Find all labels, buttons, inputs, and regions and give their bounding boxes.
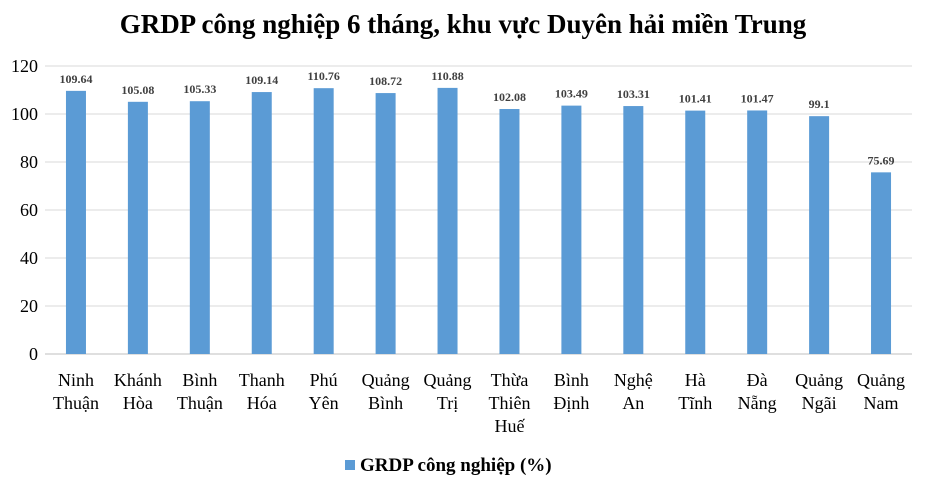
data-label: 103.49	[555, 87, 588, 101]
x-tick-label-line: Quảng	[795, 370, 843, 390]
x-tick-label-line: Trị	[437, 393, 458, 413]
x-tick-label-line: Định	[553, 393, 589, 413]
data-label: 99.1	[809, 97, 830, 111]
x-tick-label-line: Hà	[685, 370, 706, 390]
x-tick-label-line: Bình	[368, 393, 403, 413]
x-tick-label: Phú Yên	[309, 370, 339, 413]
y-tick-label: 40	[20, 248, 38, 268]
x-tick-label: Nghệ An	[614, 370, 653, 413]
data-label: 109.14	[245, 73, 278, 87]
x-tick-label-line: Ninh	[58, 370, 94, 390]
x-tick-label-line: Quảng	[424, 370, 472, 390]
data-label: 110.76	[308, 69, 340, 83]
legend: GRDP công nghiệp (%)	[345, 455, 552, 476]
bar	[499, 109, 520, 355]
y-tick-label: 120	[11, 56, 38, 76]
legend-label: GRDP công nghiệp (%)	[360, 455, 552, 476]
chart-title: GRDP công nghiệp 6 tháng, khu vực Duyên …	[120, 9, 807, 39]
data-label: 101.41	[679, 92, 712, 106]
x-tick-label-line: Quảng	[857, 370, 905, 390]
x-tick-label-line: Tĩnh	[678, 393, 712, 413]
bar	[375, 93, 396, 355]
y-tick-label: 20	[20, 296, 38, 316]
x-tick-label-line: Hóa	[247, 393, 277, 413]
bar	[189, 101, 210, 354]
data-label: 101.47	[741, 91, 774, 105]
y-tick-label: 100	[11, 104, 38, 124]
bar	[251, 92, 272, 355]
x-tick-label-line: Nghệ	[614, 370, 653, 390]
x-tick-label-line: Thuận	[177, 393, 223, 413]
gridlines	[45, 65, 912, 355]
bar	[871, 172, 892, 354]
x-tick-label: Quảng Nam	[857, 370, 905, 413]
x-tick-label-line: Nam	[864, 393, 899, 413]
y-tick-label: 0	[29, 344, 38, 364]
data-label: 102.08	[493, 90, 526, 104]
x-tick-label-line: Yên	[309, 393, 339, 413]
legend-swatch	[345, 460, 355, 470]
data-label: 105.08	[121, 83, 154, 97]
x-tick-label-line: Bình	[554, 370, 589, 390]
x-axis-ticks: Ninh Thuận Khánh Hòa Bình Thuận Thanh Hóa Phú Yên…	[53, 370, 905, 436]
y-tick-label: 80	[20, 152, 38, 172]
x-tick-label: Ninh Thuận	[53, 370, 99, 413]
bar	[685, 110, 706, 354]
x-tick-label: Quảng Bình	[362, 370, 410, 413]
x-tick-label: Bình Định	[553, 370, 589, 413]
data-label: 109.64	[59, 72, 92, 86]
bar	[623, 106, 644, 354]
x-tick-label: Quảng Ngãi	[795, 370, 843, 413]
x-tick-label: Thanh Hóa	[239, 370, 285, 413]
x-tick-label: Khánh Hòa	[114, 370, 162, 413]
x-tick-label-line: Thuận	[53, 393, 99, 413]
data-label: 110.88	[431, 69, 463, 83]
data-label: 108.72	[369, 74, 402, 88]
data-label: 105.33	[183, 82, 216, 96]
x-tick-label: Đà Nẵng	[738, 370, 777, 413]
bars	[65, 87, 892, 355]
bar	[561, 105, 582, 355]
x-tick-label-line: Phú	[310, 370, 338, 390]
x-tick-label-line: Bình	[182, 370, 217, 390]
bar	[127, 101, 148, 354]
y-axis-ticks: 0 20 40 60 80 100 120	[11, 56, 38, 364]
x-tick-label-line: Hòa	[123, 393, 153, 413]
x-tick-label-line: Nẵng	[738, 393, 777, 413]
bar	[747, 110, 768, 354]
x-tick-label-line: Thừa	[491, 370, 529, 390]
x-tick-label-line: Khánh	[114, 370, 162, 390]
x-tick-label-line: Thanh	[239, 370, 285, 390]
x-tick-label: Bình Thuận	[177, 370, 223, 413]
x-tick-label-line: Đà	[747, 370, 768, 390]
bar	[65, 90, 86, 354]
bar	[437, 87, 458, 354]
bar	[809, 116, 830, 354]
y-tick-label: 60	[20, 200, 38, 220]
x-tick-label-line: Huế	[494, 416, 525, 436]
x-tick-label-line: Quảng	[362, 370, 410, 390]
x-tick-label: Quảng Trị	[424, 370, 472, 413]
x-tick-label-line: Ngãi	[802, 393, 837, 413]
data-label: 75.69	[868, 153, 895, 167]
x-tick-label: Thừa Thiên Huế	[488, 370, 530, 436]
x-tick-label: Hà Tĩnh	[678, 370, 712, 413]
x-tick-label-line: An	[622, 393, 644, 413]
bar	[313, 88, 334, 355]
data-label: 103.31	[617, 87, 650, 101]
x-tick-label-line: Thiên	[488, 393, 530, 413]
data-labels: 109.64 105.08 105.33 109.14 110.76 108.72 110.…	[59, 69, 894, 167]
